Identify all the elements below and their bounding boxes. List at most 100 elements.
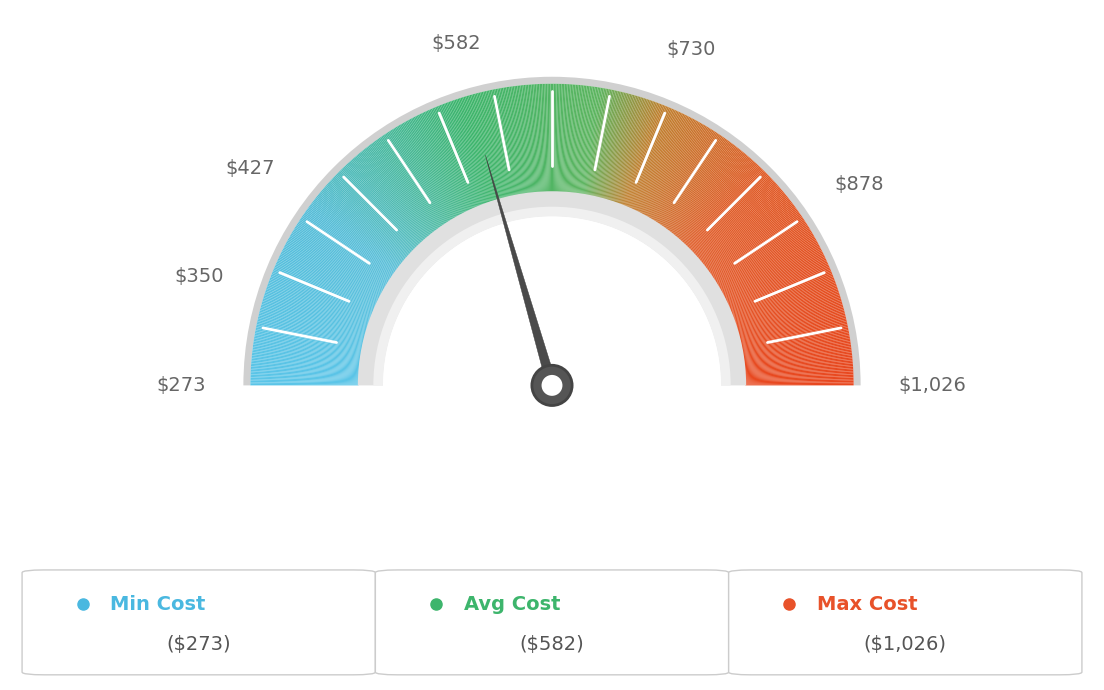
Wedge shape bbox=[368, 146, 434, 233]
Wedge shape bbox=[283, 248, 380, 299]
Wedge shape bbox=[702, 195, 787, 264]
Wedge shape bbox=[385, 133, 446, 224]
Wedge shape bbox=[625, 106, 668, 207]
Wedge shape bbox=[251, 382, 359, 384]
Wedge shape bbox=[284, 247, 380, 297]
Wedge shape bbox=[325, 186, 407, 258]
Wedge shape bbox=[267, 283, 370, 321]
Wedge shape bbox=[461, 97, 495, 201]
FancyBboxPatch shape bbox=[729, 570, 1082, 675]
Circle shape bbox=[532, 365, 572, 406]
Wedge shape bbox=[722, 243, 818, 295]
Wedge shape bbox=[278, 257, 378, 304]
Wedge shape bbox=[438, 106, 480, 206]
Wedge shape bbox=[576, 86, 592, 194]
Wedge shape bbox=[743, 333, 849, 353]
Wedge shape bbox=[257, 321, 363, 345]
Wedge shape bbox=[565, 84, 574, 193]
Wedge shape bbox=[400, 124, 455, 219]
Wedge shape bbox=[263, 299, 367, 331]
Wedge shape bbox=[742, 331, 849, 351]
Wedge shape bbox=[488, 90, 512, 197]
Wedge shape bbox=[623, 104, 664, 206]
Wedge shape bbox=[662, 138, 725, 227]
Wedge shape bbox=[573, 86, 586, 193]
Wedge shape bbox=[279, 254, 378, 302]
Wedge shape bbox=[711, 215, 802, 277]
Wedge shape bbox=[474, 94, 503, 199]
Wedge shape bbox=[631, 110, 678, 210]
Wedge shape bbox=[457, 99, 492, 201]
Wedge shape bbox=[676, 153, 745, 237]
Wedge shape bbox=[397, 126, 454, 219]
Wedge shape bbox=[252, 359, 360, 369]
Wedge shape bbox=[740, 315, 846, 342]
Wedge shape bbox=[726, 254, 825, 302]
Wedge shape bbox=[445, 103, 485, 204]
Wedge shape bbox=[302, 215, 393, 277]
Wedge shape bbox=[339, 171, 416, 248]
Wedge shape bbox=[310, 204, 397, 270]
Wedge shape bbox=[602, 94, 631, 199]
Wedge shape bbox=[711, 213, 800, 276]
Wedge shape bbox=[327, 184, 408, 257]
Wedge shape bbox=[723, 244, 819, 296]
Wedge shape bbox=[332, 178, 412, 253]
Wedge shape bbox=[556, 83, 560, 192]
Wedge shape bbox=[732, 275, 834, 315]
Wedge shape bbox=[598, 92, 626, 198]
Wedge shape bbox=[261, 304, 365, 335]
Wedge shape bbox=[603, 95, 633, 199]
Wedge shape bbox=[616, 101, 652, 203]
Wedge shape bbox=[658, 133, 719, 224]
Wedge shape bbox=[562, 84, 570, 193]
Wedge shape bbox=[713, 219, 804, 279]
Wedge shape bbox=[391, 130, 449, 222]
Wedge shape bbox=[639, 116, 689, 213]
Wedge shape bbox=[724, 250, 822, 299]
Wedge shape bbox=[728, 258, 826, 305]
Wedge shape bbox=[338, 172, 415, 249]
Wedge shape bbox=[346, 164, 421, 244]
Wedge shape bbox=[485, 91, 510, 197]
Wedge shape bbox=[358, 191, 746, 386]
Wedge shape bbox=[745, 366, 853, 374]
Wedge shape bbox=[592, 90, 615, 196]
Wedge shape bbox=[297, 224, 389, 283]
Wedge shape bbox=[288, 239, 383, 293]
Wedge shape bbox=[255, 332, 362, 352]
Wedge shape bbox=[268, 282, 371, 320]
Wedge shape bbox=[538, 84, 544, 193]
Wedge shape bbox=[702, 195, 786, 264]
Wedge shape bbox=[269, 277, 371, 317]
Text: Max Cost: Max Cost bbox=[817, 595, 917, 614]
Wedge shape bbox=[481, 92, 508, 197]
Wedge shape bbox=[705, 201, 793, 268]
Wedge shape bbox=[732, 273, 832, 314]
Wedge shape bbox=[584, 88, 604, 195]
Wedge shape bbox=[673, 151, 743, 236]
Wedge shape bbox=[527, 85, 537, 193]
Wedge shape bbox=[349, 161, 423, 242]
Wedge shape bbox=[252, 355, 360, 367]
Wedge shape bbox=[563, 84, 571, 193]
Wedge shape bbox=[580, 87, 596, 194]
Wedge shape bbox=[276, 263, 375, 308]
Wedge shape bbox=[317, 195, 402, 264]
Wedge shape bbox=[745, 365, 853, 373]
Wedge shape bbox=[617, 101, 656, 204]
Wedge shape bbox=[743, 337, 850, 355]
Wedge shape bbox=[280, 253, 379, 302]
Wedge shape bbox=[492, 90, 514, 196]
Wedge shape bbox=[661, 137, 724, 226]
Wedge shape bbox=[420, 114, 468, 212]
FancyBboxPatch shape bbox=[22, 570, 375, 675]
Wedge shape bbox=[613, 99, 648, 202]
Wedge shape bbox=[369, 145, 435, 232]
Wedge shape bbox=[555, 83, 559, 192]
Wedge shape bbox=[454, 99, 490, 202]
Wedge shape bbox=[626, 107, 669, 207]
Wedge shape bbox=[251, 381, 359, 384]
Text: ($273): ($273) bbox=[167, 635, 231, 653]
Wedge shape bbox=[266, 288, 369, 324]
